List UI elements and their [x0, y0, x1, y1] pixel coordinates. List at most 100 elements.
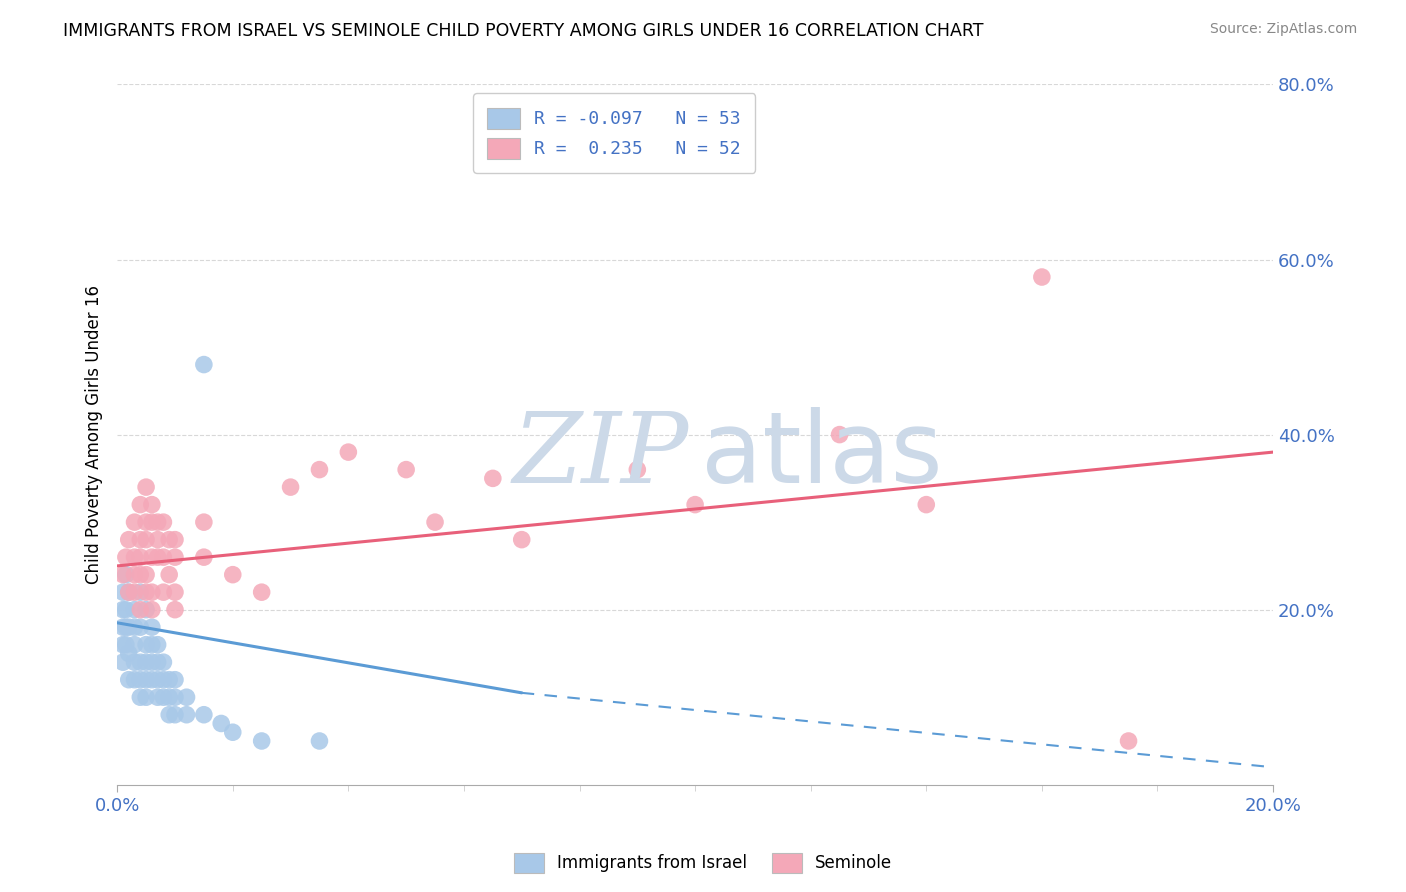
Text: atlas: atlas — [700, 407, 942, 504]
Point — [129, 673, 152, 687]
Point — [163, 550, 186, 565]
Point — [152, 550, 174, 565]
Text: ZIP: ZIP — [513, 408, 689, 503]
Point — [111, 585, 134, 599]
Point — [146, 690, 169, 705]
Point — [163, 673, 186, 687]
Point — [152, 673, 174, 687]
Point — [118, 647, 141, 661]
Point — [141, 498, 163, 512]
Point — [626, 462, 648, 476]
Point — [111, 655, 134, 669]
Point — [118, 533, 141, 547]
Point — [176, 707, 198, 722]
Point — [124, 567, 146, 582]
Point — [146, 638, 169, 652]
Point — [308, 462, 330, 476]
Point — [129, 585, 152, 599]
Point — [124, 673, 146, 687]
Legend: R = -0.097   N = 53, R =  0.235   N = 52: R = -0.097 N = 53, R = 0.235 N = 52 — [472, 94, 755, 173]
Point — [124, 638, 146, 652]
Point — [146, 515, 169, 529]
Point — [115, 602, 138, 616]
Point — [141, 602, 163, 616]
Point — [129, 690, 152, 705]
Point — [337, 445, 360, 459]
Text: IMMIGRANTS FROM ISRAEL VS SEMINOLE CHILD POVERTY AMONG GIRLS UNDER 16 CORRELATIO: IMMIGRANTS FROM ISRAEL VS SEMINOLE CHILD… — [63, 22, 984, 40]
Point — [482, 471, 505, 485]
Point — [141, 638, 163, 652]
Point — [250, 734, 273, 748]
Point — [280, 480, 302, 494]
Point — [163, 533, 186, 547]
Point — [152, 515, 174, 529]
Point — [111, 638, 134, 652]
Point — [193, 358, 215, 372]
Point — [115, 638, 138, 652]
Point — [193, 515, 215, 529]
Point — [124, 620, 146, 634]
Point — [129, 602, 152, 616]
Point — [915, 498, 938, 512]
Point — [135, 567, 157, 582]
Point — [118, 585, 141, 599]
Point — [193, 707, 215, 722]
Point — [146, 655, 169, 669]
Point — [124, 655, 146, 669]
Point — [115, 567, 138, 582]
Point — [129, 498, 152, 512]
Point — [1031, 270, 1053, 285]
Point — [111, 620, 134, 634]
Point — [157, 533, 180, 547]
Point — [118, 620, 141, 634]
Legend: Immigrants from Israel, Seminole: Immigrants from Israel, Seminole — [508, 847, 898, 880]
Point — [135, 602, 157, 616]
Point — [141, 585, 163, 599]
Point — [129, 620, 152, 634]
Point — [124, 602, 146, 616]
Y-axis label: Child Poverty Among Girls Under 16: Child Poverty Among Girls Under 16 — [86, 285, 103, 584]
Point — [152, 655, 174, 669]
Point — [146, 533, 169, 547]
Point — [163, 690, 186, 705]
Point — [129, 567, 152, 582]
Point — [124, 550, 146, 565]
Point — [157, 673, 180, 687]
Point — [157, 707, 180, 722]
Point — [152, 585, 174, 599]
Point — [157, 567, 180, 582]
Text: Source: ZipAtlas.com: Source: ZipAtlas.com — [1209, 22, 1357, 37]
Point — [209, 716, 232, 731]
Point — [135, 655, 157, 669]
Point — [135, 585, 157, 599]
Point — [118, 585, 141, 599]
Point — [141, 673, 163, 687]
Point — [135, 533, 157, 547]
Point — [510, 533, 533, 547]
Point — [152, 690, 174, 705]
Point — [308, 734, 330, 748]
Point — [163, 707, 186, 722]
Point — [141, 515, 163, 529]
Point — [124, 515, 146, 529]
Point — [115, 620, 138, 634]
Point — [141, 550, 163, 565]
Point — [135, 638, 157, 652]
Point — [146, 550, 169, 565]
Point — [141, 620, 163, 634]
Point — [157, 690, 180, 705]
Point — [135, 673, 157, 687]
Point — [115, 550, 138, 565]
Point — [146, 673, 169, 687]
Point — [111, 602, 134, 616]
Point — [111, 567, 134, 582]
Point — [129, 655, 152, 669]
Point — [135, 480, 157, 494]
Point — [163, 585, 186, 599]
Point — [222, 725, 245, 739]
Point — [141, 655, 163, 669]
Point — [250, 585, 273, 599]
Point — [423, 515, 446, 529]
Point — [129, 533, 152, 547]
Point — [176, 690, 198, 705]
